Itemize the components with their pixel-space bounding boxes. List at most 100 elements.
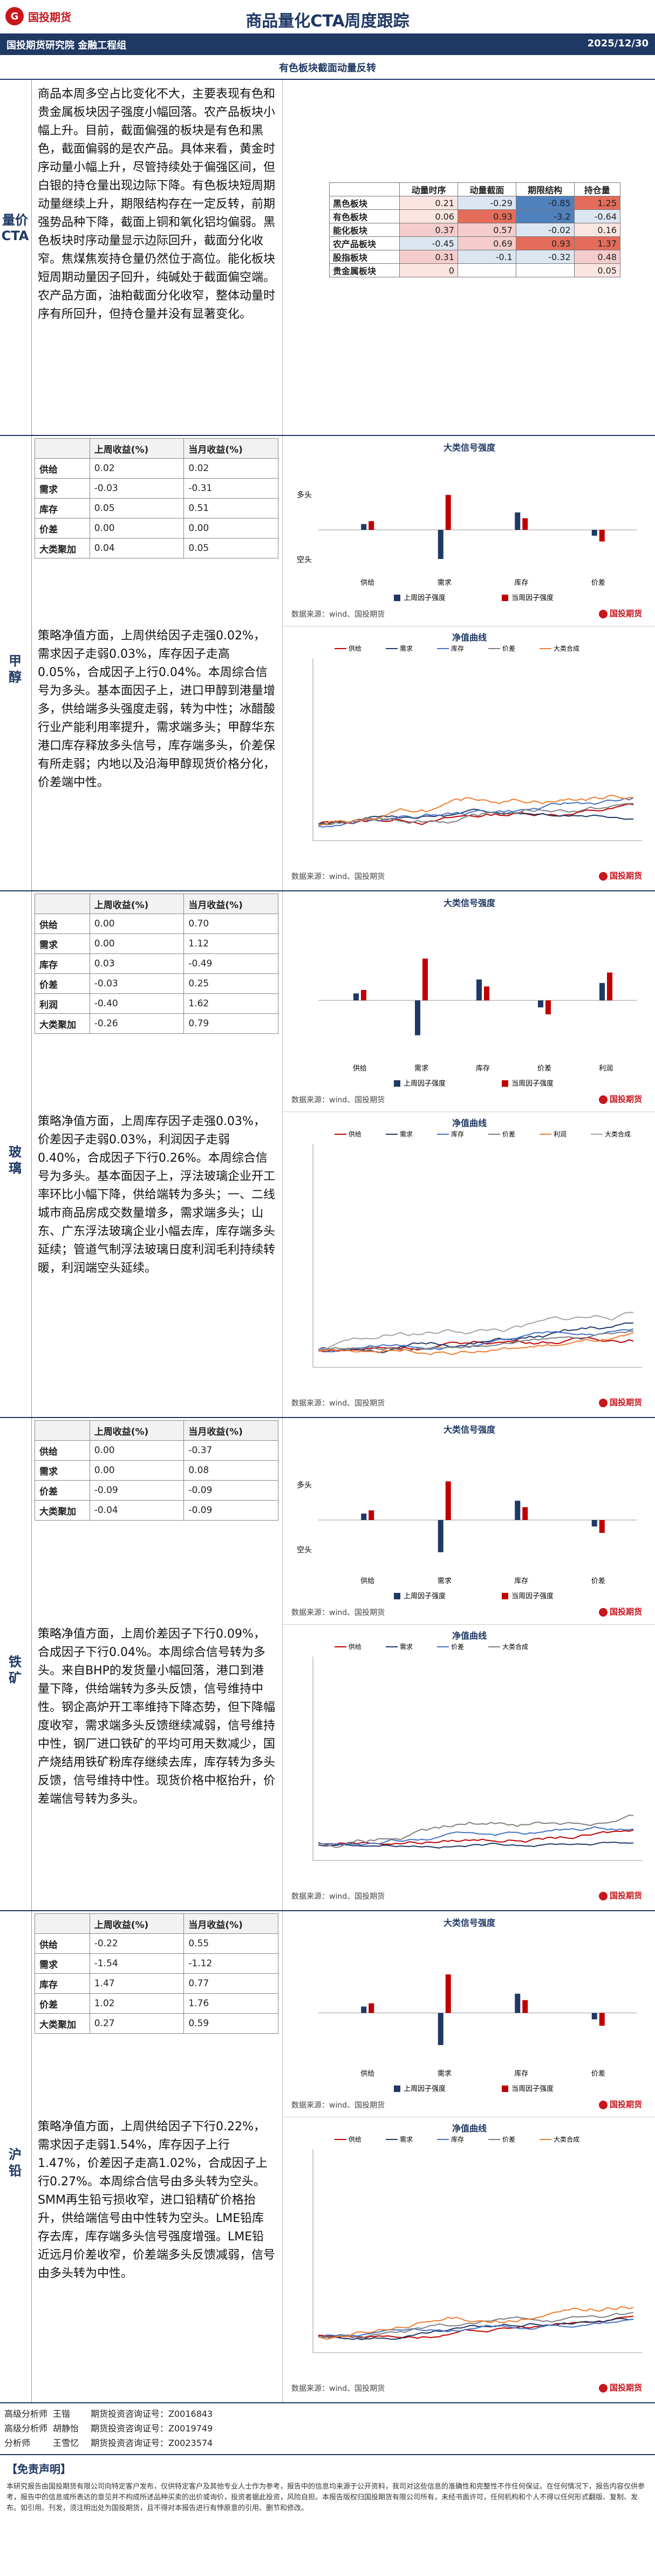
analyst-name: 王雪忆 — [53, 2438, 79, 2448]
factor-row: 价差 0.00 0.00 — [35, 518, 278, 539]
factor-row: 需求 -0.03 -0.31 — [35, 478, 278, 499]
factor-last-week: -0.03 — [89, 973, 185, 994]
brand-mark: 国投期货 — [599, 2382, 642, 2393]
report-date: 2025/12/30 — [587, 38, 649, 49]
nav-series-line — [318, 808, 634, 825]
report-subtitle: 有色板块截面动量反转 — [279, 63, 376, 74]
momentum-cell: 0.21 — [399, 196, 458, 210]
org-name: 国投期货研究院 金融工程组 — [6, 40, 127, 51]
logo-text: 国投期货 — [28, 10, 71, 24]
signal-bar — [515, 512, 521, 530]
analyst-role: 高级分析师 — [4, 2423, 48, 2434]
momentum-cell: -0.1 — [457, 250, 516, 264]
legend-label: 当周因子强度 — [511, 1079, 554, 1088]
brand-mark: 国投期货 — [599, 1606, 642, 1617]
nav-legend-label: 大类合成 — [502, 1643, 528, 1651]
nav-series-line — [318, 2319, 634, 2338]
signal-bar — [522, 2000, 528, 2013]
factor-last-week: 0.00 — [89, 518, 185, 539]
nav-series-line — [318, 2306, 634, 2340]
factor-name: 大类聚加 — [35, 1500, 90, 1521]
brand-mark: 国投期货 — [599, 1093, 642, 1105]
signal-bar — [591, 530, 597, 536]
factor-name: 供给 — [35, 914, 90, 934]
strategy-text: 策略净值方面，上周库存因子走强0.03%，价差因子走弱0.03%，利润因子走弱0… — [38, 1115, 276, 1275]
factor-name: 需求 — [35, 933, 90, 954]
col-last-week: 上周收益(%) — [89, 894, 185, 914]
analyst-list: 高级分析师 王锴 期货投资咨询证号：Z0016843 高级分析师 胡静怡 期货投资咨询证号… — [0, 2402, 655, 2452]
factor-name: 价差 — [35, 1480, 90, 1501]
signal-cat-label: 利润 — [599, 1065, 613, 1073]
nav-legend-label: 价差 — [502, 2136, 515, 2143]
nav-chart: 供给 需求 库存 价差 利润 大类合成 — [312, 1130, 642, 1368]
signal-bar — [361, 990, 366, 1000]
factor-last-week: 0.00 — [89, 933, 185, 954]
factor-row: 供给 0.00 0.70 — [35, 914, 278, 934]
nav-series-line — [318, 1337, 634, 1353]
signal-cat-label: 价差 — [591, 1577, 605, 1585]
signal-cat-label: 需求 — [438, 579, 452, 587]
brand-mark: 国投期货 — [599, 2098, 642, 2110]
factor-last-week: 0.27 — [89, 2013, 185, 2034]
signal-cat-label: 供给 — [353, 1065, 367, 1073]
factor-row: 大类聚加 -0.04 -0.09 — [35, 1500, 278, 1521]
factor-row: 供给 -0.22 0.55 — [35, 1933, 278, 1954]
factor-month: 0.02 — [183, 458, 278, 479]
factor-return-table: 上周收益(%) 当月收益(%) 供给 0.00 -0.37 需求 0.00 0.08 价差 -0.… — [35, 1420, 278, 1521]
nav-series-line — [318, 1328, 634, 1353]
col-last-week: 上周收益(%) — [89, 1913, 185, 1934]
brand-mark: 国投期货 — [599, 1396, 642, 1408]
factor-month: 0.00 — [183, 518, 278, 539]
factor-row: 需求 -1.54 -1.12 — [35, 1953, 278, 1974]
signal-bar — [438, 1520, 444, 1552]
nav-legend-label: 库存 — [451, 2135, 464, 2143]
signal-bar — [484, 986, 489, 1000]
nav-legend-label: 库存 — [451, 644, 464, 652]
factor-name: 大类聚加 — [35, 2013, 90, 2034]
strategy-text: 策略净值方面，上周供给因子走强0.02%，需求因子走弱0.03%，库存因子走高0… — [38, 629, 276, 789]
analyst-name: 胡静怡 — [53, 2423, 79, 2434]
legend-swatch — [502, 1080, 508, 1087]
factor-last-week: 1.47 — [89, 1973, 185, 1994]
commodity-section: 沪铅 上周收益(%) 当月收益(%) 供给 -0.22 0.55 需求 -1.54 -1.12 库… — [0, 1910, 655, 2403]
factor-name: 库存 — [35, 498, 90, 519]
analyst-cert-label: 期货投资咨询证号： — [91, 2438, 169, 2448]
momentum-row-label: 黑色板块 — [329, 196, 400, 210]
report-header: G 国投期货 商品量化CTA周度跟踪 — [0, 0, 655, 33]
nav-series-line — [318, 1322, 634, 1353]
signal-bar — [599, 1520, 605, 1533]
nav-series-line — [318, 2312, 634, 2339]
nav-legend-label: 价差 — [502, 645, 515, 652]
signal-cat-label: 供给 — [360, 579, 374, 587]
factor-name: 利润 — [35, 993, 90, 1014]
factor-row: 大类聚加 0.27 0.59 — [35, 2013, 278, 2034]
overview-label: 量价CTA — [1, 213, 29, 243]
factor-name: 供给 — [35, 1933, 90, 1954]
momentum-cell: 0.37 — [399, 223, 458, 237]
report-title: 商品量化CTA周度跟踪 — [245, 12, 410, 31]
momentum-row: 黑色板块 0.21 -0.29 -0.85 1.25 — [329, 196, 621, 210]
signal-bar — [369, 1510, 374, 1520]
factor-month: 0.77 — [183, 1973, 278, 1994]
factor-month: 0.51 — [183, 498, 278, 519]
factor-row: 价差 1.02 1.76 — [35, 1993, 278, 2014]
factor-name: 需求 — [35, 1460, 90, 1481]
momentum-cell: 0.31 — [399, 250, 458, 264]
signal-chart-title: 大类信号强度 — [443, 1918, 495, 1928]
factor-month: 0.55 — [183, 1933, 278, 1954]
nav-legend-label: 价差 — [502, 1130, 515, 1138]
legend-label: 当周因子强度 — [511, 2084, 554, 2093]
signal-bar — [369, 2003, 374, 2013]
factor-last-week: 0.00 — [89, 1440, 185, 1461]
section-label: 玻璃 — [9, 1144, 22, 1176]
commodity-section: 铁矿 上周收益(%) 当月收益(%) 供给 0.00 -0.37 需求 0.00 0.08 价差 -… — [0, 1417, 655, 1911]
signal-chart-title: 大类信号强度 — [443, 442, 495, 453]
factor-name: 需求 — [35, 1953, 90, 1974]
signal-up-label: 多头 — [297, 490, 312, 500]
factor-name: 大类聚加 — [35, 1013, 90, 1034]
signal-cat-label: 库存 — [514, 1577, 528, 1585]
nav-chart-title: 净值曲线 — [452, 632, 487, 643]
header-bar: 国投期货研究院 金融工程组 2025/12/30 — [0, 33, 655, 55]
